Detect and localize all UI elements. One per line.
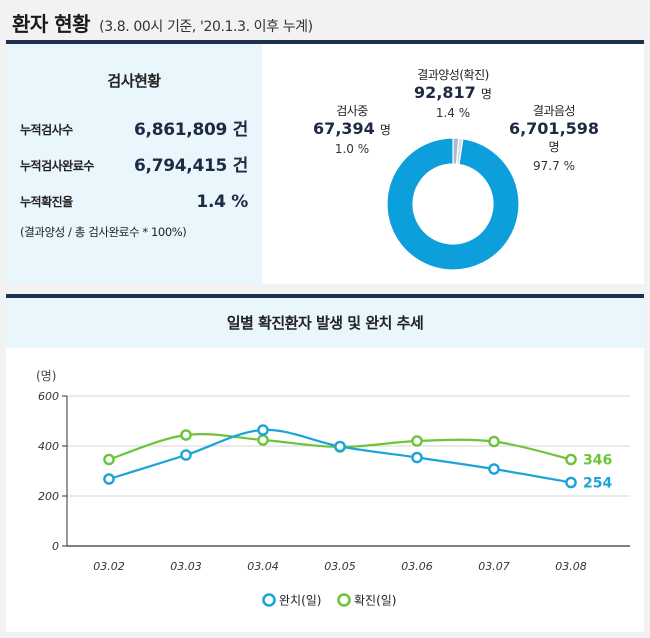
negative-value: 6,701,598 [508, 119, 600, 138]
positive-unit: 명 [480, 87, 492, 101]
x-tick-label: 03.06 [401, 560, 433, 573]
x-tick-label: 03.08 [555, 560, 587, 573]
testing-pct: 1.0 % [334, 142, 370, 156]
donut-slice-negative [386, 137, 520, 271]
legend-label: 확진(일) [354, 594, 396, 608]
donut-label-positive: 결과양성(확진) 92,817 명 1.4 % [393, 66, 513, 120]
section-divider [6, 294, 644, 298]
legend-label: 완치(일) [279, 594, 321, 608]
y-tick-label: 400 [38, 440, 59, 453]
testing-unit: 명 [379, 123, 391, 137]
data-point [180, 449, 192, 461]
stat-row-total-tests: 누적검사수 6,861,809 건 [20, 114, 256, 142]
positive-name: 결과양성(확진) [417, 68, 489, 82]
end-value-label: 346 [583, 453, 612, 469]
x-tick-label: 03.03 [170, 560, 202, 573]
stat-value: 1.4 % [196, 192, 248, 212]
y-tick-label: 200 [38, 490, 59, 503]
data-point [334, 440, 346, 453]
stat-row-positive-rate: 누적확진율 1.4 % [20, 186, 256, 214]
data-point [257, 434, 269, 446]
data-point [488, 463, 500, 475]
data-point [103, 473, 115, 485]
test-stats-box: 검사현황 누적검사수 6,861,809 건 누적검사완료수 6,794,415… [6, 44, 262, 284]
stat-value: 6,861,809 건 [134, 120, 248, 140]
trend-panel: 일별 확진환자 발생 및 완치 추세 [6, 298, 644, 632]
testing-name: 검사중 [336, 104, 368, 118]
donut-label-testing: 검사중 67,394 명 1.0 % [302, 102, 402, 156]
negative-name: 결과음성 [532, 104, 576, 118]
stat-label: 누적검사수 [20, 123, 73, 137]
page-title: 환자 현황 [12, 12, 91, 36]
donut-chart-area: 결과양성(확진) 92,817 명 1.4 % 검사중 67,394 명 1.0… [262, 44, 644, 284]
legend-marker [262, 593, 276, 607]
end-value-label: 254 [583, 476, 612, 492]
page-subtitle: (3.8. 00시 기준, '20.1.3. 이후 누계) [99, 19, 313, 35]
data-point [411, 451, 423, 464]
trend-line-chart: (명) 0 200 400 600 03.02 03.03 03.04 03.05 03.06 03… [36, 369, 630, 608]
testing-value: 67,394 [313, 119, 375, 138]
donut-label-negative: 결과음성 6,701,598 명 97.7 % [494, 102, 614, 173]
stats-title: 검사현황 [107, 72, 161, 90]
x-tick-label: 03.04 [247, 560, 279, 573]
data-point [488, 435, 500, 448]
x-tick-label: 03.02 [93, 560, 125, 573]
data-point [565, 453, 577, 466]
page-header: 환자 현황 (3.8. 00시 기준, '20.1.3. 이후 누계) [0, 0, 650, 44]
data-point [411, 435, 423, 447]
data-point [257, 424, 269, 436]
data-point [565, 476, 577, 489]
stat-value: 6,794,415 건 [134, 156, 248, 176]
series-line [108, 428, 572, 484]
x-tick-label: 03.07 [478, 560, 510, 573]
negative-pct: 97.7 % [533, 159, 575, 173]
header-divider [6, 40, 644, 44]
stat-label: 누적확진율 [20, 195, 73, 209]
data-point [103, 453, 115, 466]
stat-formula-note: (결과양성 / 총 검사완료수 * 100%) [20, 225, 187, 239]
x-tick-label: 03.05 [324, 560, 356, 573]
y-axis-label: (명) [36, 369, 56, 383]
positive-value: 92,817 [414, 83, 476, 102]
negative-unit: 명 [548, 140, 560, 154]
y-tick-label: 600 [38, 390, 59, 403]
stat-label: 누적검사완료수 [20, 159, 94, 173]
stat-row-completed-tests: 누적검사완료수 6,794,415 건 [20, 150, 256, 178]
donut-chart [386, 137, 520, 271]
positive-pct: 1.4 % [435, 106, 471, 120]
y-tick-label: 0 [52, 540, 59, 553]
legend-marker [337, 593, 351, 607]
data-point [180, 429, 192, 441]
trend-title: 일별 확진환자 발생 및 완치 추세 [6, 298, 644, 348]
